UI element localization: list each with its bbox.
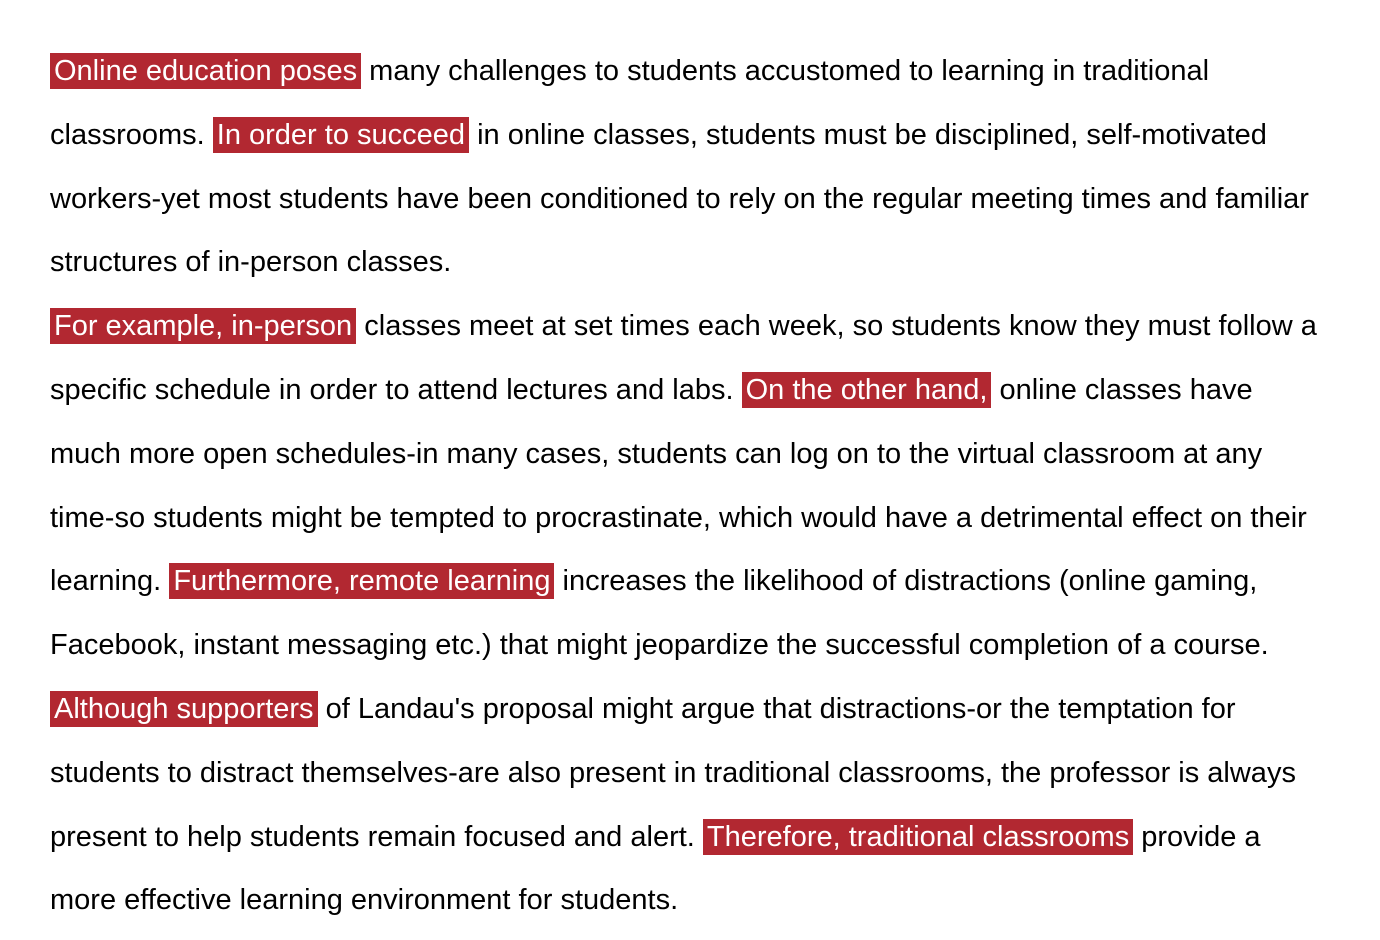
highlight-segment: Furthermore, remote learning [169, 563, 554, 599]
highlight-segment: On the other hand, [742, 372, 992, 408]
highlight-segment: For example, in-person [50, 308, 356, 344]
highlight-segment: Therefore, traditional classrooms [703, 819, 1133, 855]
highlight-segment: In order to succeed [213, 117, 469, 153]
highlight-segment: Although supporters [50, 691, 318, 727]
highlight-segment: Online education poses [50, 53, 361, 89]
paragraph-body: Online education poses many challenges t… [50, 40, 1330, 933]
